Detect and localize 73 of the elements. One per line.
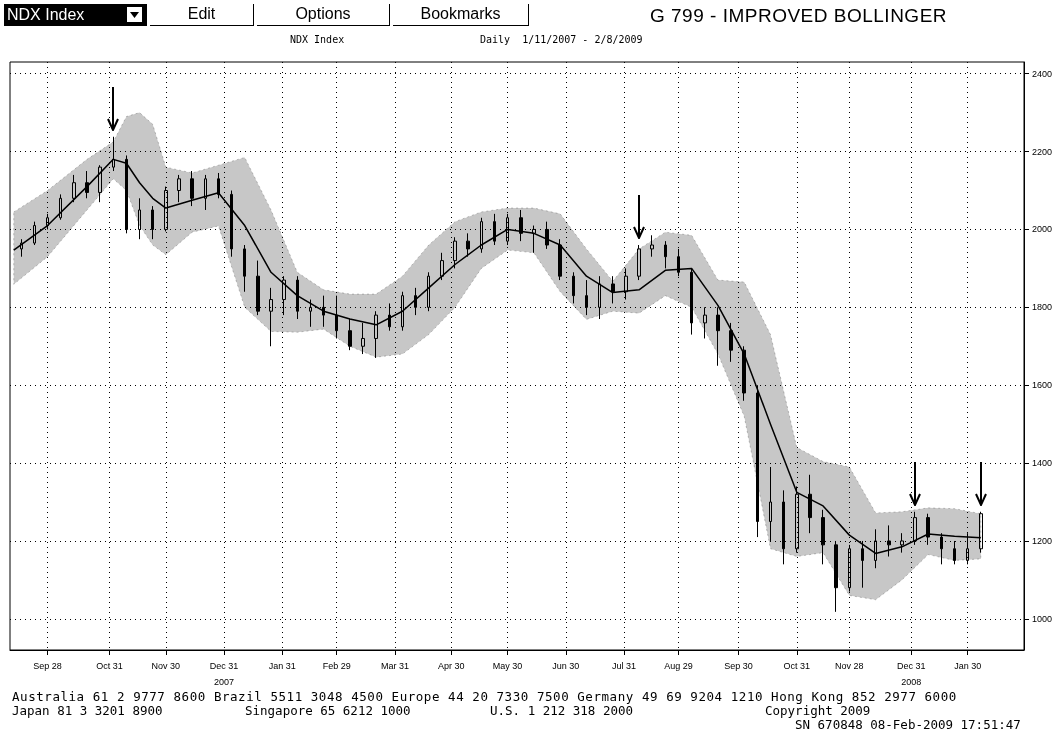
candlestick (729, 322, 733, 363)
candlestick (230, 190, 233, 258)
candlestick (480, 217, 483, 254)
candlestick (20, 238, 23, 258)
candlestick (59, 193, 62, 221)
edit-button[interactable]: Edit (150, 4, 254, 26)
y-tick-label: 2400 (1032, 68, 1053, 79)
bookmarks-button[interactable]: Bookmarks (393, 4, 529, 26)
text: Australia 61 2 9777 8600 Brazil 5511 3048 4500 Europe 44 20 7330 7500 Germany 49 69 9204 1210 Hong Kong 852 2977 6000 (12, 689, 957, 704)
candlestick (177, 174, 181, 203)
candlestick (690, 267, 693, 336)
candlestick (664, 240, 667, 269)
candlestick (98, 164, 102, 203)
x-tick-label: Jan 31 (268, 661, 296, 671)
x-tick-label: Jan 30 (954, 661, 982, 671)
x-tick-label: Sep 28 (33, 661, 62, 671)
y-tick-label: 1200 (1032, 535, 1053, 546)
candlestick (466, 232, 470, 258)
x-tick-label: Nov 30 (151, 661, 181, 671)
text: Copyright 2009 (765, 703, 871, 718)
x-tick-label: Apr 30 (438, 661, 465, 671)
y-tick-label: 2000 (1032, 224, 1053, 235)
candlestick (598, 275, 601, 320)
ticker-dropdown[interactable]: NDX Index (4, 4, 147, 26)
candlestick (611, 275, 615, 304)
y-tick-label: 1800 (1032, 302, 1053, 313)
candlestick (243, 244, 246, 293)
text: U.S. 1 212 318 2000 (490, 703, 633, 718)
candlestick (85, 170, 89, 199)
candlestick (217, 172, 220, 199)
candlestick (190, 170, 194, 207)
text: Japan 81 3 3201 8900 (12, 703, 163, 718)
x-tick-label: Oct 31 (783, 661, 811, 671)
x-tick-label: May 30 (492, 661, 523, 671)
candlestick (637, 244, 641, 281)
x-tick-label: Oct 31 (96, 661, 123, 671)
candlestick (493, 213, 496, 246)
candlestick (519, 209, 523, 242)
y-tick-label: 1600 (1032, 380, 1053, 391)
y-tick-label: 2200 (1032, 146, 1053, 157)
candlestick (33, 221, 36, 246)
candlestick (558, 238, 562, 281)
x-tick-label: Sep 30 (724, 661, 753, 671)
candlestick (650, 234, 654, 258)
text: SN 670848 08-Feb-2009 17:51:47 (795, 717, 1021, 732)
chart-title: G 799 - IMPROVED BOLLINGER (650, 5, 948, 27)
options-button[interactable]: Options (257, 4, 390, 26)
candlestick (585, 279, 588, 316)
y-tick-label: 1000 (1032, 613, 1053, 624)
candlestick (361, 322, 365, 355)
text: Singapore 65 6212 1000 (245, 703, 411, 718)
chart-subtitle: Daily 1/11/2007 - 2/8/2009 (480, 34, 643, 45)
x-tick-label: Jul 31 (612, 661, 637, 671)
candlestick (834, 540, 838, 613)
y-tick-label: 1400 (1032, 458, 1053, 469)
candlestick (808, 474, 812, 534)
x-tick-label: Mar 31 (380, 661, 409, 671)
candlestick (414, 287, 417, 316)
candlestick (309, 299, 312, 328)
candlestick (348, 318, 352, 351)
x-tick-label: Aug 29 (664, 661, 693, 671)
candlestick (374, 310, 378, 359)
x-tick-label: Dec 31 2007 (209, 661, 239, 687)
candlestick (572, 271, 575, 304)
x-tick-label: Feb 29 (322, 661, 351, 671)
x-tick-label: Dec 31 2008 (897, 661, 926, 687)
candlestick (204, 174, 207, 211)
candlestick (440, 252, 444, 281)
x-tick-label: Jun 30 (552, 661, 580, 671)
candlestick (138, 197, 141, 240)
text: NDX Index (290, 34, 345, 45)
x-tick-label: Nov 28 (835, 661, 864, 671)
candlestick (72, 174, 76, 203)
